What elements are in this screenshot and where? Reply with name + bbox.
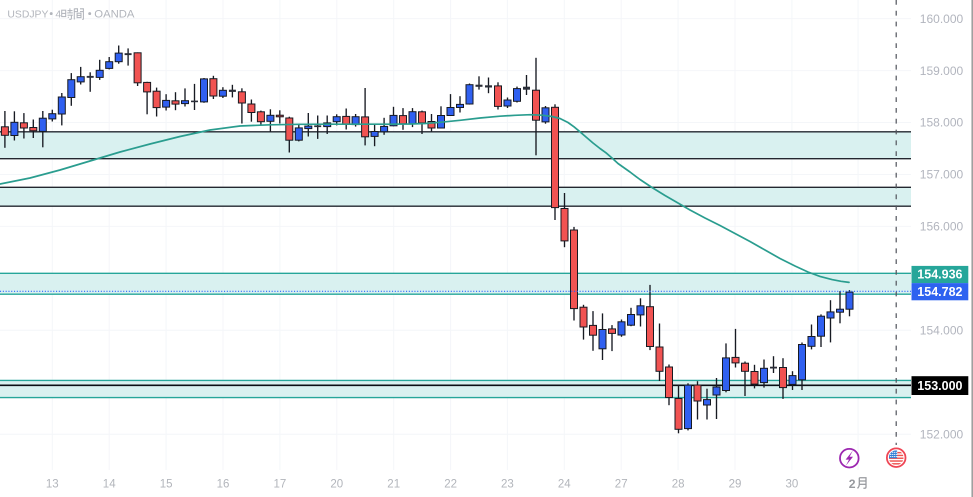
svg-text:154.936: 154.936 <box>917 268 962 282</box>
svg-text:160.000: 160.000 <box>920 12 964 26</box>
svg-text:158.000: 158.000 <box>920 116 964 130</box>
svg-text:15: 15 <box>160 479 173 491</box>
svg-text:157.000: 157.000 <box>920 168 964 182</box>
svg-text:13: 13 <box>46 479 59 491</box>
svg-text:4: 4 <box>55 9 61 20</box>
svg-text:16: 16 <box>217 479 230 491</box>
svg-text:30: 30 <box>786 479 799 491</box>
svg-text:29: 29 <box>729 479 742 491</box>
svg-text:154.782: 154.782 <box>917 285 962 299</box>
svg-text:152.000: 152.000 <box>920 427 964 441</box>
svg-text:159.000: 159.000 <box>920 64 964 78</box>
svg-text:17: 17 <box>274 479 287 491</box>
svg-text:2: 2 <box>849 477 856 491</box>
svg-text:14: 14 <box>103 479 116 491</box>
svg-text:21: 21 <box>387 479 400 491</box>
svg-text:22: 22 <box>444 479 457 491</box>
svg-text:153.000: 153.000 <box>917 379 962 393</box>
svg-text:20: 20 <box>330 479 343 491</box>
svg-text:28: 28 <box>672 479 685 491</box>
svg-text:23: 23 <box>501 479 514 491</box>
svg-text:154.000: 154.000 <box>920 324 964 338</box>
svg-text:USDJPY: USDJPY <box>7 9 48 20</box>
svg-text:24: 24 <box>558 479 571 491</box>
svg-text:OANDA: OANDA <box>94 8 135 20</box>
svg-text:27: 27 <box>615 479 628 491</box>
svg-text:156.000: 156.000 <box>920 220 964 234</box>
